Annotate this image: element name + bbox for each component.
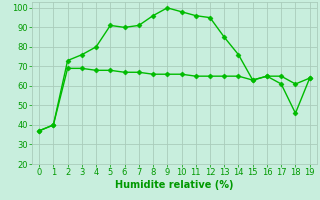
X-axis label: Humidite relative (%): Humidite relative (%): [115, 180, 234, 190]
